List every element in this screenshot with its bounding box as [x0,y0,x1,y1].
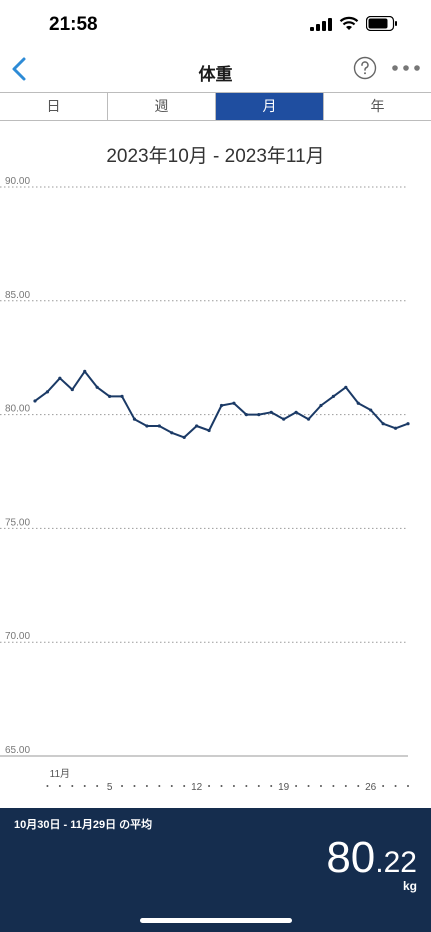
x-axis-day-dot [170,785,173,787]
weight-data-point [207,428,211,433]
x-axis-day-dot [245,785,248,787]
nav-bar: 体重 [0,50,431,92]
weight-data-point [157,424,161,428]
x-axis-day-dot [232,785,235,787]
back-chevron-icon[interactable] [8,56,30,82]
date-range-title: 2023年10月 - 2023年11月 [106,146,325,167]
weight-data-point [344,385,348,389]
weight-data-point [195,424,199,428]
weight-data-point [219,403,224,408]
x-axis-day-dot [96,785,99,787]
status-bar: 21:58 [0,0,431,50]
weight-data-point [83,369,87,373]
weight-data-point [70,387,74,392]
x-tick-label: 19 [278,782,290,793]
x-axis-day-dot [332,785,335,787]
weight-data-point [319,403,323,408]
x-axis-day-dot [382,785,385,787]
cellular-signal-icon [310,18,332,31]
x-axis-day-dot [133,785,136,787]
weight-data-point [182,435,186,439]
x-axis-day-dot [307,785,310,787]
x-axis-day-dot [208,785,211,787]
battery-icon [366,16,397,31]
weight-data-point [58,376,62,380]
weight-data-point [145,424,149,428]
weight-data-point [244,413,248,417]
weight-data-point [120,394,124,398]
average-summary-panel: 10月30日 - 11月29日 の平均 80.22 kg [0,808,431,932]
tab-year[interactable]: 年 [370,98,385,114]
x-axis-day-dot [357,785,360,787]
x-axis-day-dot [46,785,49,787]
x-axis-day-dot [121,785,124,787]
y-tick-label: 90.00 [5,176,30,187]
weight-line-chart: 90.00 85.00 80.00 75.00 70.00 65.00 11月 5 12 19 26 [0,176,410,793]
more-options-icon[interactable] [391,64,421,72]
weight-data-point [108,394,112,398]
weight-data-point [282,417,286,421]
y-tick-label: 70.00 [5,631,30,642]
x-axis-day-dot [394,785,397,787]
weight-data-point [33,399,37,403]
weight-data-point [306,417,311,421]
status-time: 21:58 [49,14,98,35]
x-axis-day-dot [344,785,347,787]
weight-data-point [257,413,261,417]
y-tick-label: 65.00 [5,745,30,756]
y-tick-label: 80.00 [5,404,30,415]
weight-data-point [95,385,99,389]
page-title: 体重 [198,65,233,84]
weight-data-point [393,426,398,430]
weight-unit: kg [402,879,417,893]
tab-month[interactable]: 月 [216,93,324,120]
weight-data-point [132,417,137,421]
period-tabs: 日 週 月 年 [0,92,431,121]
weight-data-point [294,410,298,414]
y-tick-label: 75.00 [5,517,30,528]
x-axis-day-dot [158,785,161,787]
help-icon[interactable] [353,56,377,80]
average-period-label: 10月30日 - 11月29日 の平均 [14,819,153,831]
weight-data-point [356,401,360,405]
x-tick-label: 12 [191,782,203,793]
x-axis-day-dot [71,785,74,787]
tab-day[interactable]: 日 [0,93,108,120]
x-axis-day-dot [319,785,322,787]
weight-data-point [406,422,410,426]
x-tick-label: 5 [107,782,113,793]
x-axis-day-dot [270,785,273,787]
weight-data-point [381,422,385,426]
average-value-integer: 80 [326,833,376,882]
weight-data-point [45,390,50,394]
x-tick-label: 11月 [50,768,70,780]
wifi-icon [339,16,359,30]
x-axis-day-dot [145,785,148,787]
x-axis-day-dot [295,785,298,787]
weight-data-point [232,401,236,405]
average-value-decimal: .22 [375,846,417,879]
x-tick-label: 26 [365,782,377,793]
x-axis-day-dot [183,785,186,787]
x-axis-day-dot [257,785,260,787]
x-axis-day-dot [58,785,61,787]
y-tick-label: 85.00 [5,290,30,301]
weight-data-point [269,410,273,414]
x-axis-day-dot [220,785,223,787]
tab-week[interactable]: 週 [108,93,216,120]
x-axis-day-dot [407,785,409,787]
home-indicator[interactable] [140,918,292,923]
weight-data-point [331,394,335,398]
weight-data-point [170,431,174,435]
average-value: 80.22 [326,833,417,883]
x-axis-day-dot [83,785,86,787]
weight-data-point [369,408,373,412]
